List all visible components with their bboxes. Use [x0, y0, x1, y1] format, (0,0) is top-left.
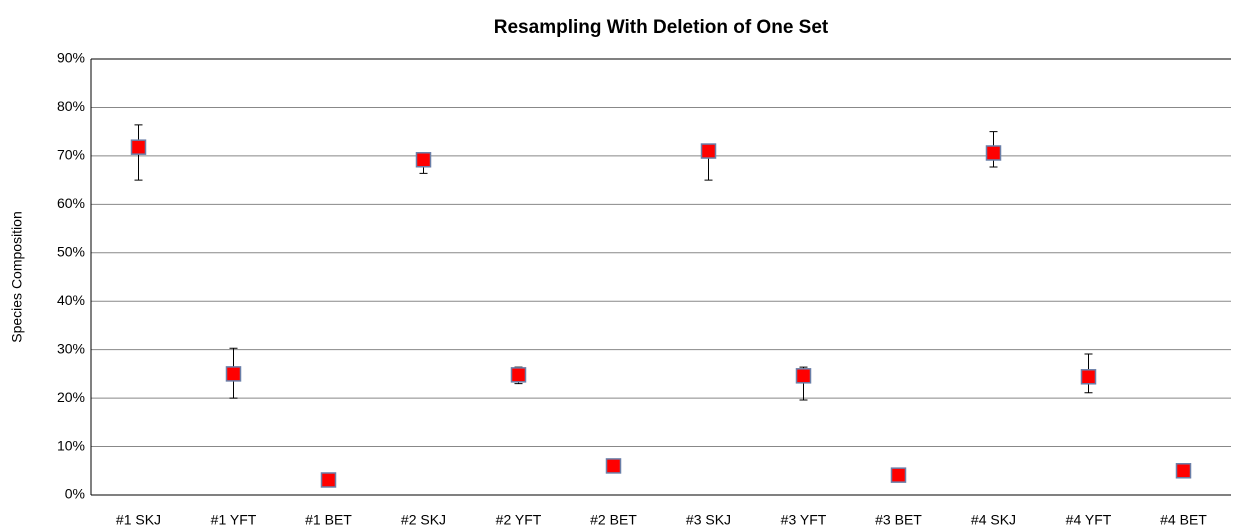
- marker: [225, 366, 242, 382]
- y-tick-label: 70%: [57, 147, 85, 163]
- marker: [320, 472, 337, 488]
- x-tick-label: #3 SKJ: [686, 512, 731, 528]
- y-tick-label: 30%: [57, 340, 85, 356]
- x-tick-label: #3 BET: [875, 512, 922, 528]
- marker: [1175, 463, 1192, 479]
- y-tick-label: 20%: [57, 389, 85, 405]
- marker: [700, 143, 717, 159]
- y-tick-label: 60%: [57, 195, 85, 211]
- x-tick-label: #2 SKJ: [401, 512, 446, 528]
- y-tick-label: 90%: [57, 50, 85, 66]
- x-tick-label: #1 BET: [305, 512, 352, 528]
- marker: [985, 145, 1002, 161]
- y-tick-label: 0%: [65, 486, 85, 502]
- x-tick-label: #4 SKJ: [971, 512, 1016, 528]
- x-tick-label: #4 YFT: [1066, 512, 1112, 528]
- y-axis-label: Species Composition: [9, 211, 25, 343]
- y-tick-label: 10%: [57, 437, 85, 453]
- marker: [1080, 369, 1097, 385]
- marker: [510, 367, 527, 383]
- y-tick-label: 50%: [57, 243, 85, 259]
- y-tick-label: 80%: [57, 98, 85, 114]
- x-tick-label: #1 YFT: [211, 512, 257, 528]
- marker: [795, 368, 812, 384]
- marker: [890, 467, 907, 483]
- y-tick-label: 40%: [57, 292, 85, 308]
- x-tick-label: #1 SKJ: [116, 512, 161, 528]
- marker: [605, 458, 622, 474]
- chart-title: Resampling With Deletion of One Set: [494, 17, 829, 38]
- marker: [415, 152, 432, 168]
- x-tick-label: #2 YFT: [496, 512, 542, 528]
- marker: [130, 139, 147, 155]
- x-tick-label: #2 BET: [590, 512, 637, 528]
- x-tick-label: #4 BET: [1160, 512, 1207, 528]
- x-tick-label: #3 YFT: [781, 512, 827, 528]
